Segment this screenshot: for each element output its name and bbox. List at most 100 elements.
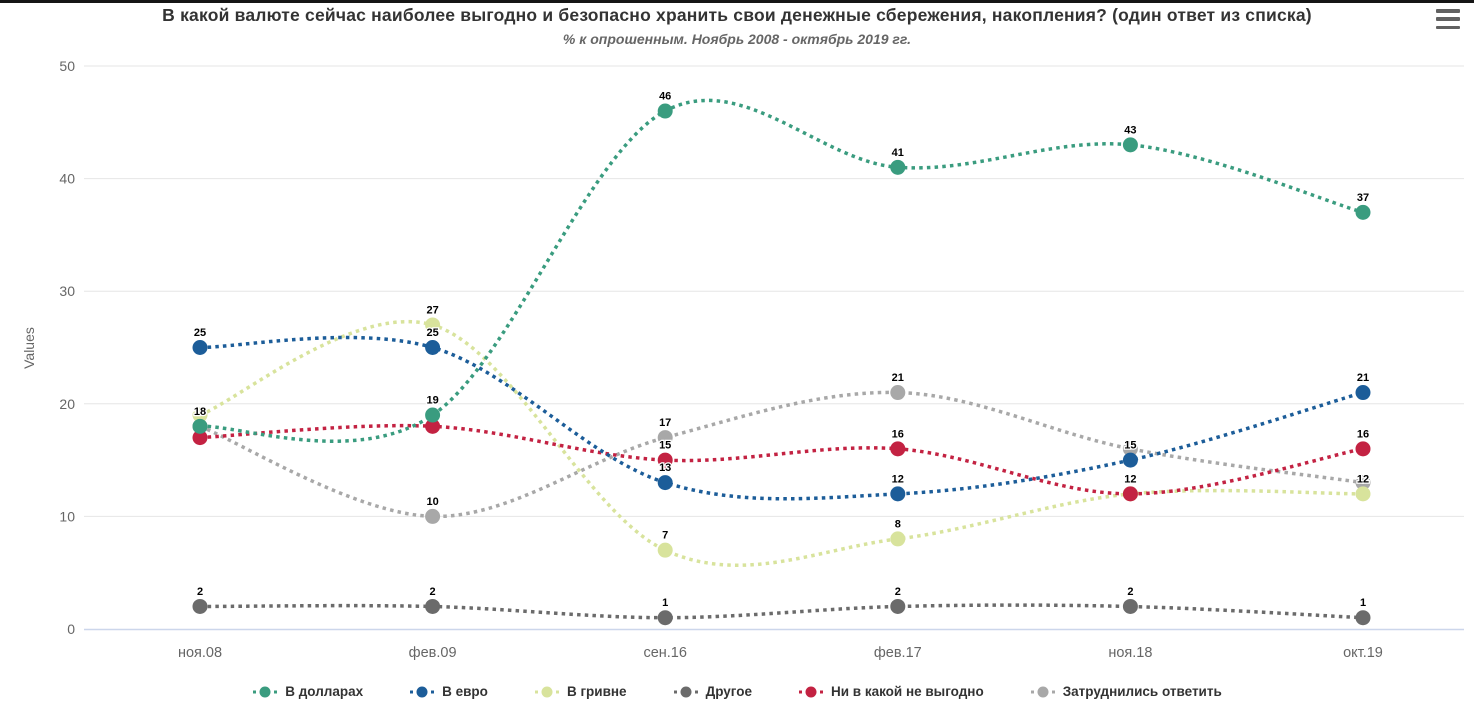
- y-tick-label: 0: [67, 621, 75, 637]
- legend-label: В гривне: [566, 684, 627, 699]
- x-tick-label: ноя.08: [178, 645, 222, 661]
- x-tick-label: окт.19: [1343, 645, 1383, 661]
- legend-item[interactable]: Другое: [673, 684, 752, 699]
- legend-item[interactable]: В евро: [409, 684, 488, 699]
- data-point-marker[interactable]: [657, 610, 673, 626]
- data-point-label: 10: [426, 496, 438, 508]
- chart-title: В какой валюте сейчас наиболее выгодно и…: [162, 5, 1312, 25]
- data-point-marker[interactable]: [890, 598, 906, 614]
- y-tick-label: 50: [59, 58, 75, 74]
- data-point-marker[interactable]: [890, 531, 906, 547]
- data-point-marker[interactable]: [657, 475, 673, 491]
- legend-label: Затруднились ответить: [1062, 684, 1222, 699]
- legend-item[interactable]: В гривне: [534, 684, 627, 699]
- data-point-label: 18: [194, 406, 206, 418]
- data-point-label: 17: [659, 417, 671, 429]
- data-point-marker[interactable]: [192, 407, 208, 423]
- hamburger-menu-icon[interactable]: [1436, 9, 1460, 29]
- data-point-label: 1: [662, 597, 668, 609]
- data-point-label: 15: [659, 440, 671, 452]
- legend-label: Другое: [705, 684, 752, 699]
- data-point-label: 2: [895, 586, 901, 598]
- data-point-label: 25: [194, 327, 206, 339]
- data-point-label: 21: [892, 372, 904, 384]
- data-point-marker[interactable]: [1122, 452, 1138, 468]
- series-line: [199, 390, 1364, 519]
- x-tick-label: фев.09: [409, 645, 457, 661]
- hamburger-bar: [1436, 9, 1460, 13]
- data-point-marker[interactable]: [1355, 486, 1371, 502]
- data-point-marker[interactable]: [425, 407, 441, 423]
- data-point-marker[interactable]: [1355, 441, 1371, 457]
- data-point-marker[interactable]: [657, 542, 673, 558]
- data-point-marker[interactable]: [192, 418, 208, 434]
- data-point-marker[interactable]: [192, 598, 208, 614]
- data-point-label: 7: [662, 530, 668, 542]
- legend-label: Ни в какой не выгодно: [830, 684, 984, 699]
- legend-label: В долларах: [285, 684, 364, 699]
- data-point-label: 21: [1357, 372, 1369, 384]
- series-line: [199, 319, 1364, 567]
- data-point-marker[interactable]: [890, 385, 906, 401]
- data-point-label: 12: [892, 473, 904, 485]
- hamburger-bar: [1436, 25, 1460, 29]
- data-point-marker[interactable]: [890, 159, 906, 175]
- data-point-marker[interactable]: [1355, 204, 1371, 220]
- data-point-label: 25: [426, 327, 438, 339]
- hamburger-bar: [1436, 17, 1460, 21]
- top-border: [0, 0, 1474, 3]
- data-point-marker[interactable]: [1355, 385, 1371, 401]
- legend-item[interactable]: В долларах: [252, 684, 363, 699]
- y-tick-label: 10: [59, 508, 75, 524]
- data-point-label: 2: [430, 586, 436, 598]
- series-line: [199, 98, 1364, 443]
- data-point-marker[interactable]: [1122, 441, 1138, 457]
- x-tick-label: ноя.18: [1108, 645, 1152, 661]
- legend-item[interactable]: Ни в какой не выгодно: [798, 684, 984, 699]
- legend-marker-icon: [410, 686, 435, 697]
- data-point-marker[interactable]: [192, 430, 208, 446]
- data-point-marker[interactable]: [1122, 137, 1138, 153]
- data-point-label: 8: [895, 518, 901, 530]
- legend-marker-icon: [673, 686, 698, 697]
- data-point-label: 15: [1124, 440, 1136, 452]
- legend: В долларах В евро В гривне Другое Ни в какой…: [0, 684, 1474, 699]
- data-point-marker[interactable]: [657, 103, 673, 119]
- data-point-label: 2: [197, 586, 203, 598]
- y-axis-title: Values: [21, 327, 37, 369]
- data-point-label: 12: [1357, 473, 1369, 485]
- series-line: [199, 335, 1364, 501]
- data-point-label: 27: [426, 304, 438, 316]
- x-tick-label: фев.17: [874, 645, 922, 661]
- chart-subtitle: % к опрошенным. Ноябрь 2008 - октябрь 20…: [562, 31, 912, 47]
- data-point-label: 46: [659, 91, 671, 103]
- legend-marker-icon: [253, 686, 278, 697]
- series-line: [199, 423, 1364, 496]
- data-point-marker[interactable]: [1122, 598, 1138, 614]
- data-point-marker[interactable]: [1122, 486, 1138, 502]
- data-point-marker[interactable]: [890, 441, 906, 457]
- data-point-label: 13: [659, 462, 671, 474]
- x-tick-label: сен.16: [643, 645, 686, 661]
- data-point-marker[interactable]: [1355, 475, 1371, 491]
- data-point-marker[interactable]: [425, 340, 441, 355]
- legend-item[interactable]: Затруднились ответить: [1030, 684, 1222, 699]
- data-point-marker[interactable]: [890, 486, 906, 502]
- data-point-marker[interactable]: [657, 430, 673, 446]
- data-point-label: 2: [1127, 586, 1133, 598]
- data-point-marker[interactable]: [425, 508, 441, 524]
- y-tick-label: 30: [59, 283, 75, 299]
- data-point-label: 41: [892, 147, 904, 159]
- data-point-marker[interactable]: [425, 317, 441, 333]
- data-point-label: 1: [1360, 597, 1366, 609]
- y-tick-label: 40: [59, 171, 75, 187]
- data-point-marker[interactable]: [425, 418, 441, 434]
- legend-label: В евро: [442, 684, 488, 699]
- data-point-marker[interactable]: [657, 452, 673, 468]
- data-point-marker[interactable]: [425, 598, 441, 614]
- data-point-marker[interactable]: [192, 340, 208, 355]
- data-point-marker[interactable]: [1355, 610, 1371, 626]
- legend-marker-icon: [1030, 686, 1055, 697]
